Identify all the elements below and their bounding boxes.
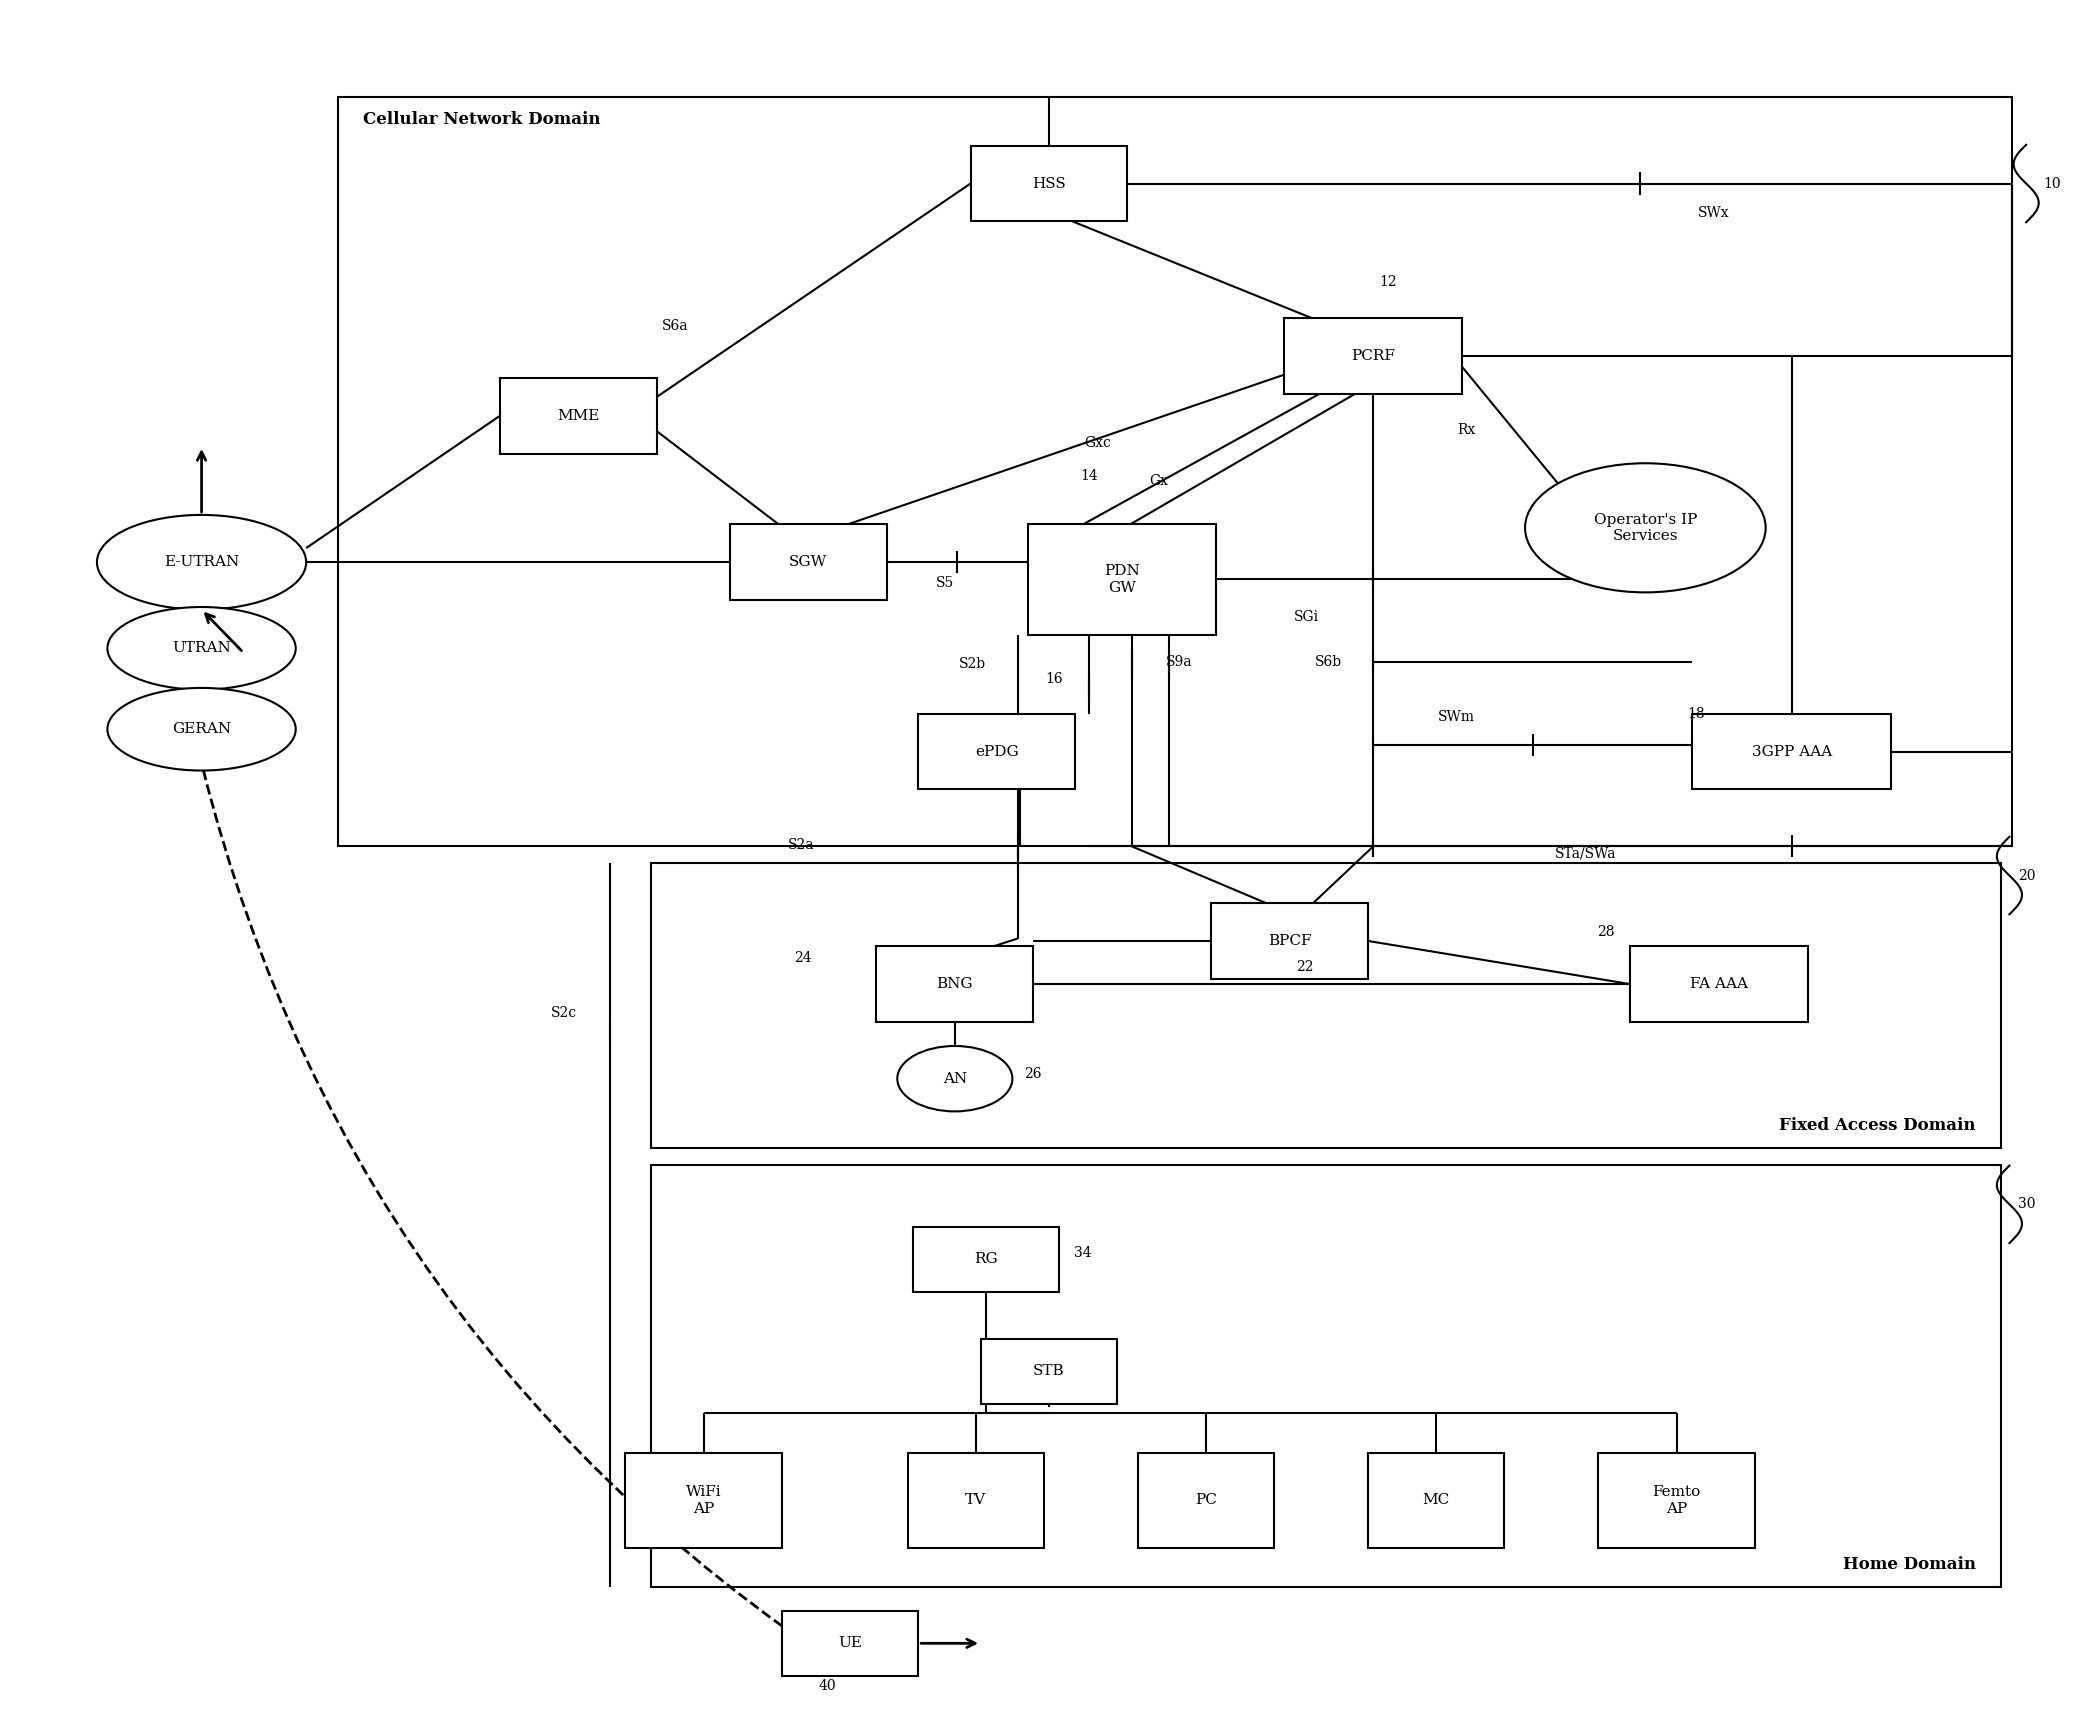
Ellipse shape <box>107 687 296 770</box>
Text: UTRAN: UTRAN <box>172 641 231 655</box>
Bar <box>1630 946 1808 1022</box>
Bar <box>1028 523 1217 636</box>
Bar <box>1137 1452 1273 1547</box>
Text: Femto
AP: Femto AP <box>1653 1485 1701 1516</box>
Text: Gxc: Gxc <box>1085 437 1112 451</box>
Text: S2b: S2b <box>959 656 986 670</box>
Bar <box>1368 1452 1504 1547</box>
Bar <box>499 378 657 454</box>
Text: 18: 18 <box>1687 706 1706 720</box>
Text: WiFi
AP: WiFi AP <box>686 1485 722 1516</box>
Text: TV: TV <box>965 1494 986 1508</box>
Bar <box>971 145 1127 221</box>
Bar <box>877 946 1034 1022</box>
Text: Operator's IP
Services: Operator's IP Services <box>1594 513 1697 542</box>
Bar <box>652 1164 2001 1587</box>
Bar <box>1693 713 1890 789</box>
Text: MME: MME <box>556 409 600 423</box>
Text: SGi: SGi <box>1294 610 1320 625</box>
Text: S2a: S2a <box>787 838 814 851</box>
Text: FA AAA: FA AAA <box>1689 977 1748 991</box>
Text: AN: AN <box>942 1072 967 1086</box>
Text: SWm: SWm <box>1439 710 1475 724</box>
Bar <box>730 525 887 599</box>
Bar <box>652 864 2001 1147</box>
Text: RG: RG <box>973 1252 999 1266</box>
Text: Cellular Network Domain: Cellular Network Domain <box>363 111 600 128</box>
Text: 26: 26 <box>1024 1067 1041 1081</box>
Text: PC: PC <box>1196 1494 1217 1508</box>
Text: Rx: Rx <box>1456 423 1475 437</box>
Text: Home Domain: Home Domain <box>1842 1556 1976 1573</box>
Ellipse shape <box>107 606 296 689</box>
Text: ePDG: ePDG <box>976 744 1018 758</box>
Bar <box>1599 1452 1756 1547</box>
Text: E-UTRAN: E-UTRAN <box>164 556 239 570</box>
Text: 24: 24 <box>793 952 812 965</box>
Text: 10: 10 <box>2043 176 2060 190</box>
Text: UE: UE <box>839 1635 862 1651</box>
Bar <box>919 713 1074 789</box>
Text: S6a: S6a <box>661 319 688 333</box>
Text: BPCF: BPCF <box>1267 934 1311 948</box>
Text: S5: S5 <box>936 575 955 591</box>
Ellipse shape <box>97 515 306 610</box>
Text: 14: 14 <box>1080 470 1097 484</box>
Text: MC: MC <box>1422 1494 1450 1508</box>
Text: SWx: SWx <box>1697 206 1729 219</box>
Text: 3GPP AAA: 3GPP AAA <box>1752 744 1832 758</box>
Text: S2c: S2c <box>552 1007 577 1021</box>
Bar <box>783 1611 919 1675</box>
Text: 30: 30 <box>2018 1197 2035 1211</box>
Text: Fixed Access Domain: Fixed Access Domain <box>1779 1117 1976 1133</box>
Bar <box>913 1226 1059 1292</box>
Ellipse shape <box>898 1047 1013 1112</box>
Bar <box>1284 318 1462 394</box>
Text: SGW: SGW <box>789 556 827 570</box>
Text: BNG: BNG <box>936 977 973 991</box>
Bar <box>625 1452 783 1547</box>
Ellipse shape <box>1525 463 1767 592</box>
Text: PDN
GW: PDN GW <box>1104 563 1139 596</box>
Text: S6b: S6b <box>1315 655 1343 668</box>
Text: 34: 34 <box>1074 1245 1091 1259</box>
Text: S9a: S9a <box>1166 655 1194 668</box>
Text: 22: 22 <box>1297 960 1313 974</box>
Bar <box>338 97 2012 846</box>
Text: 20: 20 <box>2018 869 2035 882</box>
Text: 40: 40 <box>818 1679 837 1694</box>
Text: 28: 28 <box>1597 926 1615 939</box>
Bar <box>982 1338 1116 1404</box>
Text: Gx: Gx <box>1150 475 1169 489</box>
Text: 16: 16 <box>1045 672 1062 686</box>
Bar <box>1211 903 1368 979</box>
Text: PCRF: PCRF <box>1351 349 1395 363</box>
Bar <box>908 1452 1045 1547</box>
Text: GERAN: GERAN <box>172 722 231 736</box>
Text: HSS: HSS <box>1032 176 1066 190</box>
Text: 12: 12 <box>1380 275 1397 288</box>
Text: STB: STB <box>1032 1364 1066 1378</box>
Text: STa/SWa: STa/SWa <box>1555 846 1618 860</box>
